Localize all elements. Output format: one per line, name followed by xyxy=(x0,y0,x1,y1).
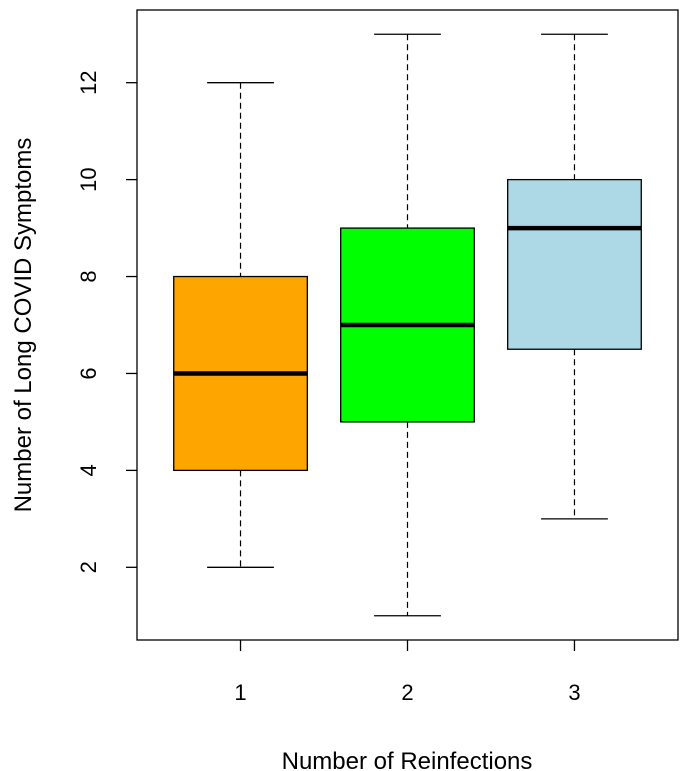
x-axis: 1 2 3 xyxy=(234,640,581,705)
x-tick-label: 3 xyxy=(568,680,580,705)
box-group-2 xyxy=(340,33,475,617)
y-axis-title: Number of Long COVID Symptoms xyxy=(10,138,37,513)
y-tick-label: 12 xyxy=(76,70,101,94)
box-group-1 xyxy=(173,82,308,568)
x-tick-label: 1 xyxy=(234,680,246,705)
y-tick-label: 10 xyxy=(76,167,101,191)
y-tick-label: 6 xyxy=(76,367,101,379)
boxes xyxy=(173,33,642,617)
y-tick-label: 2 xyxy=(76,561,101,573)
y-tick-label: 4 xyxy=(76,464,101,476)
x-axis-title: Number of Reinfections xyxy=(282,748,533,771)
box-group-3 xyxy=(507,33,642,520)
y-tick-label: 8 xyxy=(76,270,101,282)
x-tick-label: 2 xyxy=(401,680,413,705)
iqr-box xyxy=(507,178,642,350)
y-axis: 2 4 6 8 10 12 xyxy=(76,70,137,573)
